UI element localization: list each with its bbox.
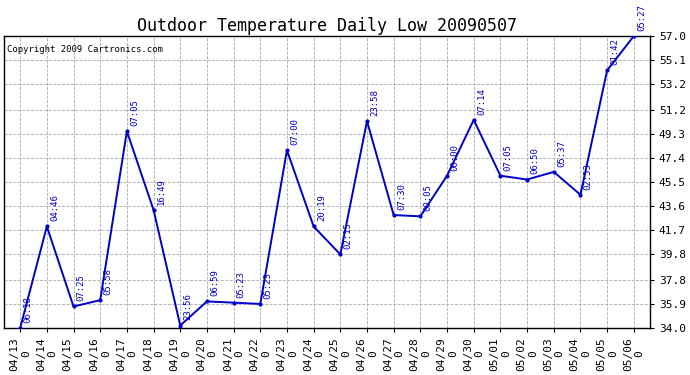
Text: 16:49: 16:49: [157, 178, 166, 205]
Text: 01:42: 01:42: [611, 38, 620, 65]
Text: 00:00: 00:00: [451, 144, 460, 171]
Text: 23:56: 23:56: [184, 294, 193, 321]
Text: 05:58: 05:58: [104, 268, 112, 295]
Title: Outdoor Temperature Daily Low 20090507: Outdoor Temperature Daily Low 20090507: [137, 16, 517, 34]
Text: 07:14: 07:14: [477, 88, 486, 115]
Text: 07:30: 07:30: [397, 183, 406, 210]
Text: 20:19: 20:19: [317, 195, 326, 221]
Text: 06:50: 06:50: [531, 148, 540, 174]
Text: 07:05: 07:05: [504, 144, 513, 171]
Text: 05:23: 05:23: [264, 272, 273, 299]
Text: 05:23: 05:23: [237, 271, 246, 298]
Text: 07:05: 07:05: [130, 99, 139, 126]
Text: 05:27: 05:27: [637, 4, 646, 31]
Text: 04:46: 04:46: [50, 195, 59, 221]
Text: 23:58: 23:58: [371, 89, 380, 116]
Text: 06:59: 06:59: [210, 270, 219, 296]
Text: 07:00: 07:00: [290, 118, 299, 145]
Text: 05:37: 05:37: [557, 140, 566, 167]
Text: 07:25: 07:25: [77, 274, 86, 302]
Text: 02:53: 02:53: [584, 163, 593, 190]
Text: 00:05: 00:05: [424, 184, 433, 211]
Text: 06:18: 06:18: [23, 296, 32, 323]
Text: 02:15: 02:15: [344, 222, 353, 249]
Text: Copyright 2009 Cartronics.com: Copyright 2009 Cartronics.com: [8, 45, 164, 54]
